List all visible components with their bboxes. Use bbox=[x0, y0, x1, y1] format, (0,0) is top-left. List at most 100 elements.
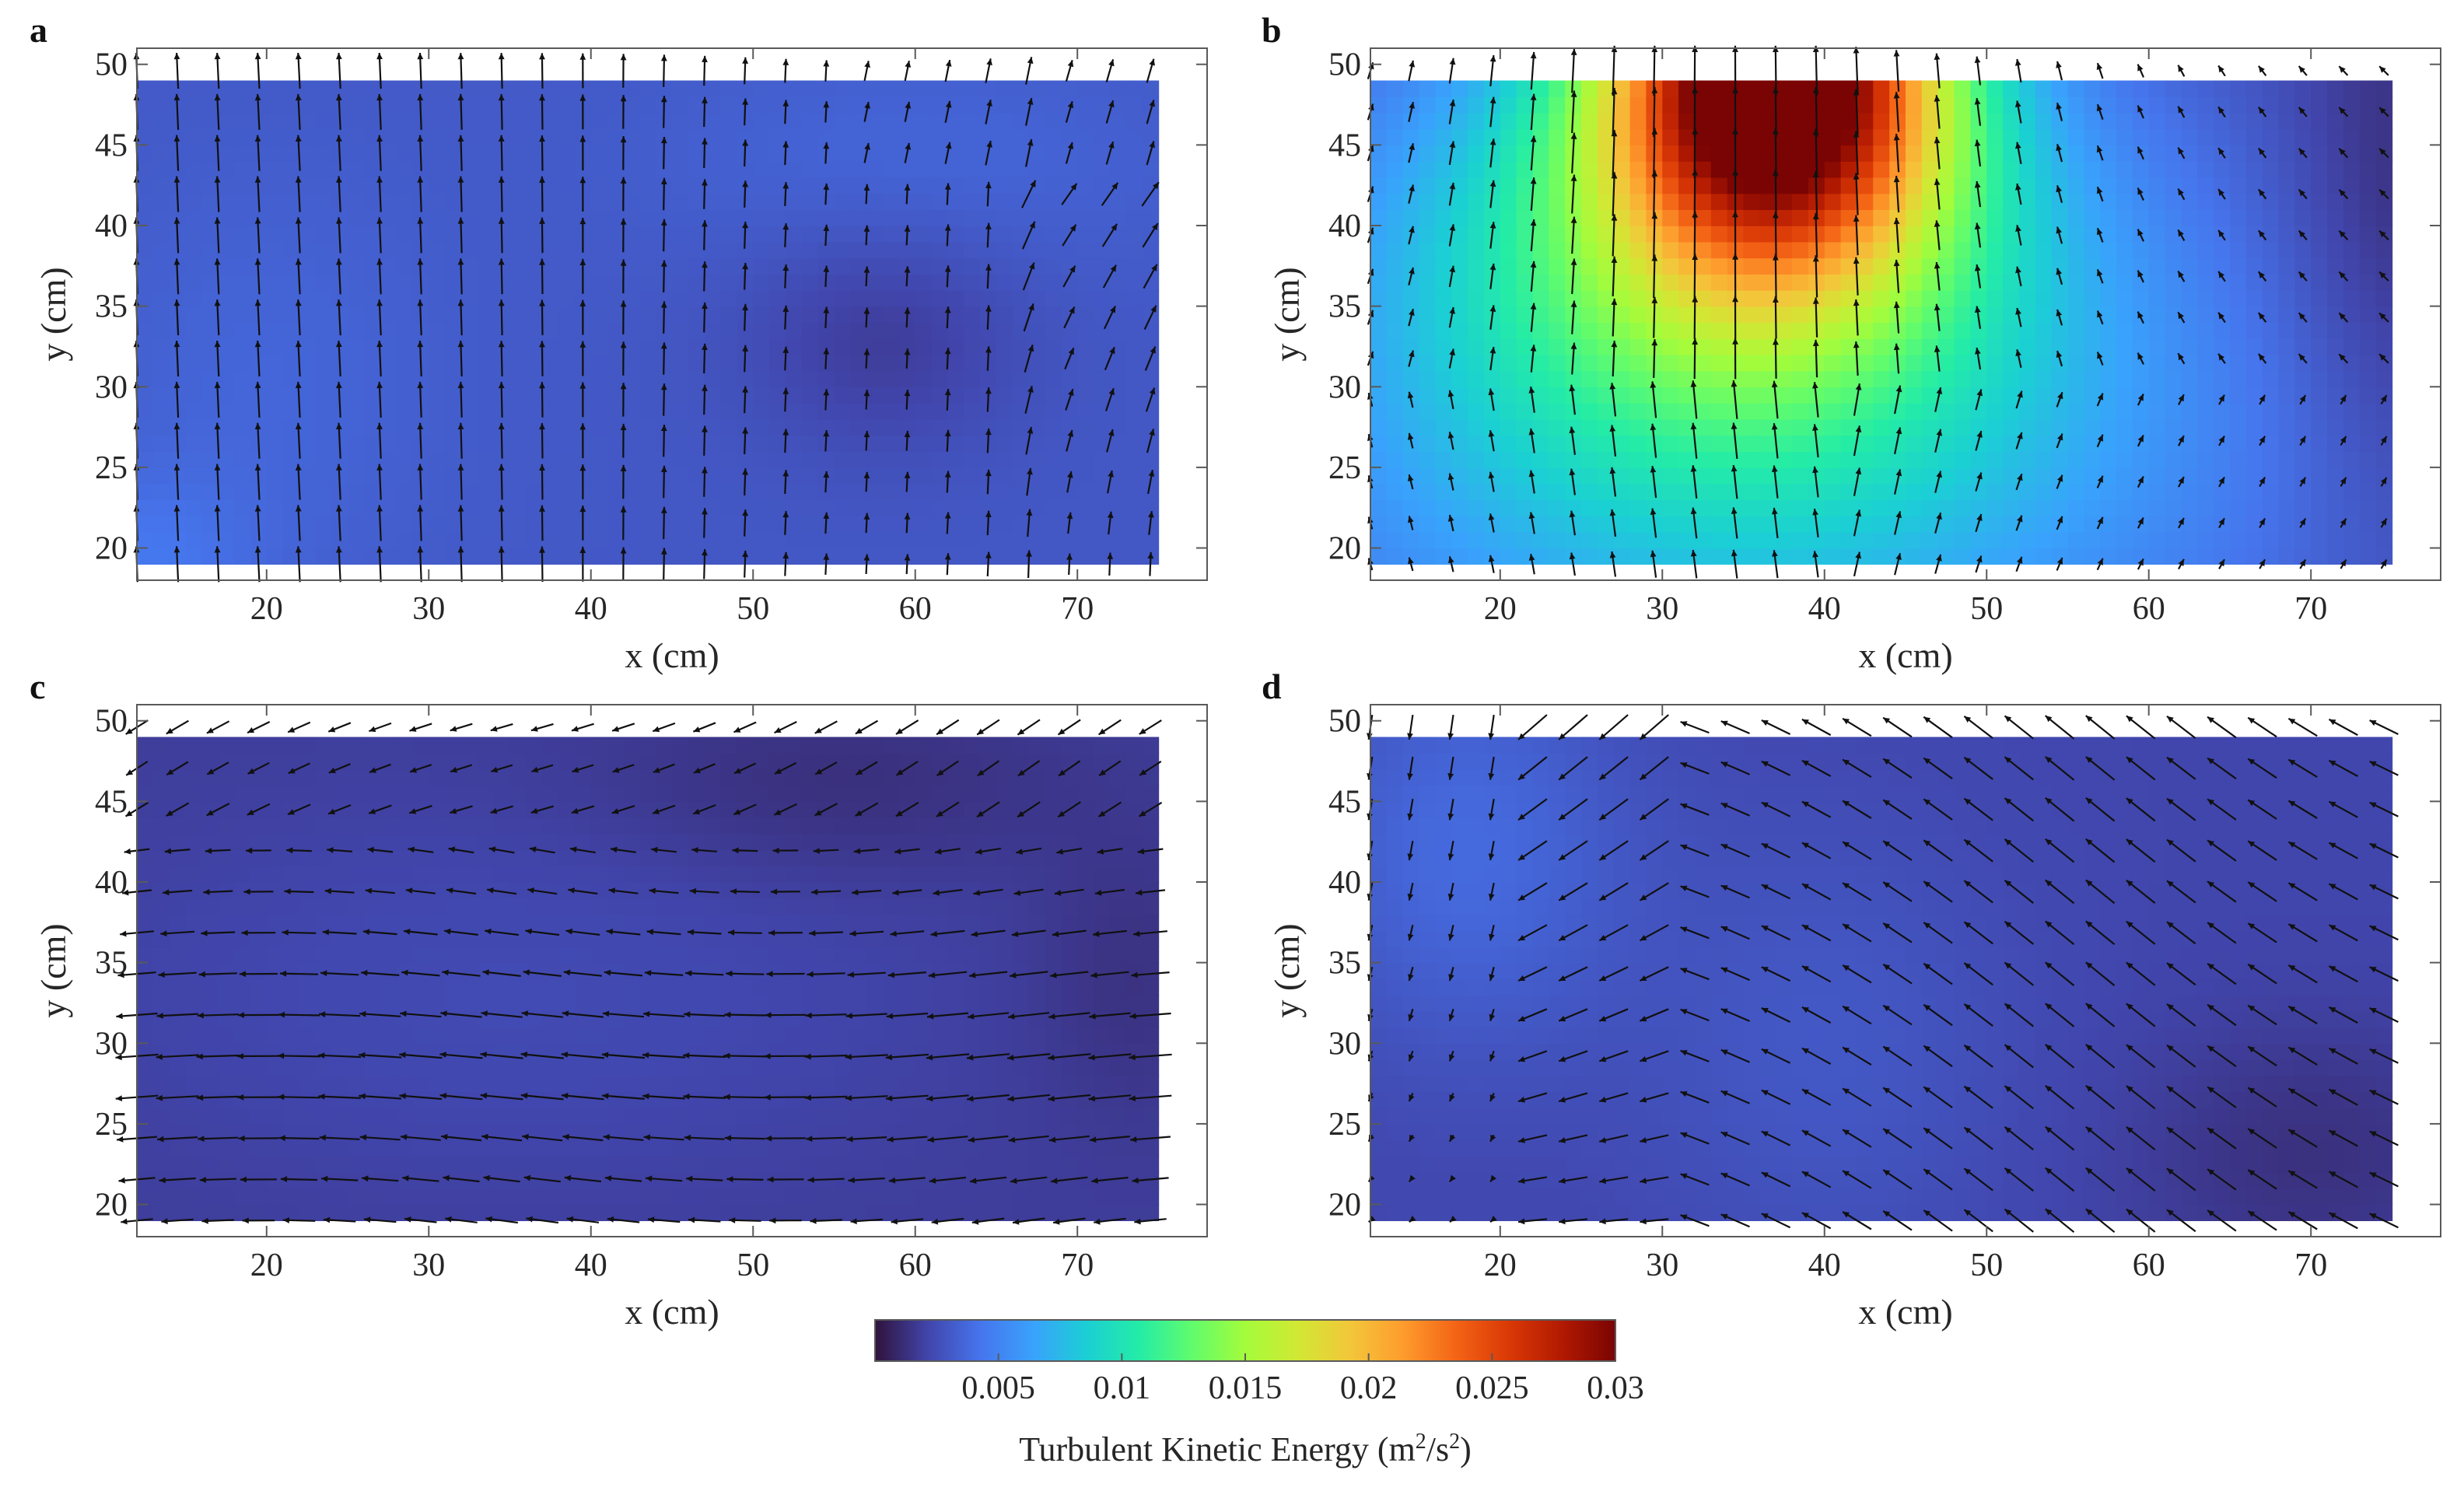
tke-cell bbox=[672, 96, 689, 114]
tke-cell bbox=[2311, 338, 2328, 355]
tke-cell bbox=[1532, 257, 1550, 275]
tke-cell bbox=[834, 499, 852, 516]
tke-cell bbox=[218, 289, 235, 307]
tke-cell bbox=[2003, 145, 2020, 162]
tke-cell bbox=[1906, 370, 1923, 387]
tke-cell bbox=[429, 128, 446, 146]
tke-cell bbox=[688, 128, 705, 146]
vector-arrowhead bbox=[620, 383, 627, 390]
tke-cell bbox=[607, 161, 625, 178]
tke-cell bbox=[1386, 548, 1404, 565]
vector-arrowhead bbox=[904, 471, 911, 478]
tke-cell bbox=[152, 467, 170, 485]
tke-cell bbox=[1662, 80, 1679, 97]
axes-frame bbox=[136, 47, 1208, 581]
tke-cell bbox=[769, 274, 786, 291]
tke-cell bbox=[282, 531, 300, 549]
vector-arrowhead bbox=[2096, 145, 2103, 153]
vector-arrowhead bbox=[539, 94, 545, 101]
tke-cell bbox=[898, 241, 916, 259]
tke-cell bbox=[915, 451, 933, 468]
vector-arrowhead bbox=[1489, 138, 1496, 145]
tke-cell bbox=[1597, 209, 1615, 226]
tke-cell bbox=[1597, 499, 1615, 516]
tke-cell bbox=[915, 418, 933, 436]
tke-cell bbox=[1532, 96, 1550, 114]
tke-cell bbox=[2359, 354, 2377, 372]
tke-cell bbox=[1012, 289, 1030, 307]
tke-cell bbox=[639, 128, 656, 146]
tke-cell bbox=[201, 483, 219, 501]
tke-cell bbox=[1500, 274, 1517, 291]
tke-cell bbox=[2116, 209, 2133, 226]
tke-cell bbox=[266, 467, 284, 485]
tke-cell bbox=[1109, 483, 1127, 501]
vector-arrowhead bbox=[702, 220, 708, 227]
tke-cell bbox=[1402, 483, 1420, 501]
tke-cell bbox=[2327, 161, 2344, 178]
tke-cell bbox=[2278, 161, 2296, 178]
tke-cell bbox=[380, 274, 397, 291]
tke-cell bbox=[1937, 322, 1955, 339]
tke-cell bbox=[348, 274, 365, 291]
tke-cell bbox=[201, 516, 219, 533]
tke-cell bbox=[656, 370, 673, 387]
tke-cell bbox=[558, 289, 576, 307]
tke-cell bbox=[1028, 128, 1046, 146]
vector-arrowhead bbox=[2056, 516, 2063, 523]
tke-cell bbox=[2375, 209, 2393, 226]
tke-cell bbox=[688, 354, 705, 372]
vector-arrowhead bbox=[2015, 308, 2021, 315]
tke-cell bbox=[1565, 322, 1582, 339]
tke-cell bbox=[1370, 306, 1388, 324]
tke-cell bbox=[866, 112, 884, 130]
tke-cell bbox=[964, 516, 981, 533]
vector-arrowhead bbox=[417, 505, 424, 512]
tke-cell bbox=[1921, 516, 1939, 533]
vector-arrowhead bbox=[2096, 187, 2103, 194]
tke-cell bbox=[1857, 193, 1874, 210]
tke-cell bbox=[1776, 403, 1793, 420]
vector-arrowhead bbox=[1027, 467, 1033, 475]
tke-cell bbox=[299, 403, 317, 420]
tke-cell bbox=[2165, 226, 2182, 243]
tke-cell bbox=[639, 354, 656, 372]
tke-cell bbox=[1710, 418, 1728, 436]
tke-cell bbox=[2084, 306, 2101, 324]
tke-cell bbox=[2132, 483, 2150, 501]
tke-cell bbox=[2343, 226, 2361, 243]
tke-cell bbox=[2084, 516, 2101, 533]
tke-cell bbox=[1094, 257, 1111, 275]
y-tick-label: 35 bbox=[95, 289, 128, 325]
vector-arrow bbox=[1815, 170, 1818, 218]
vector-arrowhead bbox=[1489, 347, 1496, 354]
tke-cell bbox=[1873, 96, 1890, 114]
vector-arrowhead bbox=[1449, 265, 1456, 273]
tke-cell bbox=[2165, 145, 2182, 162]
vector-arrowhead bbox=[742, 303, 749, 311]
tke-cell bbox=[348, 435, 365, 452]
tke-cell bbox=[1646, 370, 1663, 387]
tke-cell bbox=[1776, 516, 1793, 533]
tke-cell bbox=[1743, 257, 1761, 275]
tke-cell bbox=[898, 128, 916, 146]
vector-arrowhead bbox=[254, 464, 261, 471]
tke-cell bbox=[1743, 177, 1761, 194]
tke-cell bbox=[509, 467, 527, 485]
tke-cell bbox=[1468, 274, 1485, 291]
vector-arrowhead bbox=[336, 93, 342, 101]
tke-cell bbox=[1857, 354, 1874, 372]
tke-cell bbox=[1028, 548, 1046, 565]
tke-cell bbox=[1613, 226, 1631, 243]
tke-cell bbox=[1012, 548, 1030, 565]
tke-cell bbox=[1532, 322, 1550, 339]
tke-cell bbox=[1937, 177, 1955, 194]
tke-cell bbox=[380, 128, 397, 146]
tke-cell bbox=[2343, 209, 2361, 226]
tke-cell bbox=[1759, 531, 1776, 549]
tke-cell bbox=[931, 548, 949, 565]
tke-cell bbox=[2327, 322, 2344, 339]
tke-cell bbox=[396, 112, 414, 130]
tke-cell bbox=[1516, 257, 1534, 275]
tke-cell bbox=[2148, 467, 2166, 485]
